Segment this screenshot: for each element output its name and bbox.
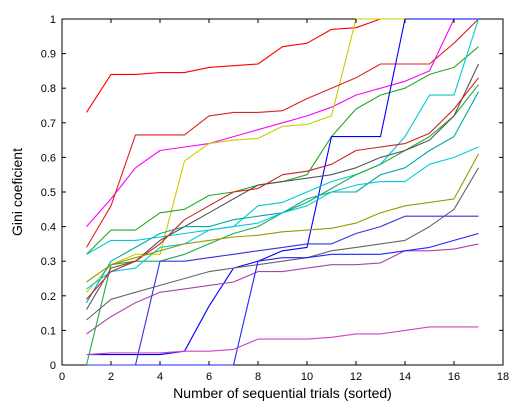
y-tick-label-4: 0.4	[41, 222, 56, 234]
series-line-12	[86, 77, 479, 300]
series-layer	[85, 18, 480, 366]
x-tick-label-6: 12	[350, 371, 362, 383]
y-tick-label-2: 0.2	[41, 291, 56, 303]
y-tick-label-1: 0.1	[41, 325, 56, 337]
y-tick-label-10: 1	[50, 14, 56, 26]
x-tick-label-3: 6	[206, 371, 212, 383]
y-tick-label-3: 0.3	[41, 256, 56, 268]
series-line-2	[86, 18, 479, 227]
y-tick-label-8: 0.8	[41, 83, 56, 95]
series-line-9	[86, 63, 479, 310]
series-line-16	[86, 232, 479, 366]
series-line-6	[86, 18, 479, 356]
y-axis-label: Gini coeficient	[9, 148, 25, 236]
x-tick-label-2: 4	[157, 371, 163, 383]
x-tick-label-4: 8	[255, 371, 261, 383]
x-tick-label-5: 10	[301, 371, 313, 383]
series-line-11	[86, 146, 479, 290]
x-tick-label-1: 2	[108, 371, 114, 383]
series-line-17	[86, 215, 479, 366]
y-tick-label-7: 0.7	[41, 118, 56, 130]
series-line-18	[86, 326, 479, 356]
y-tick-label-0: 0	[50, 360, 56, 372]
tick-layer: 0 2 4 6 8 10 12 14 16 18 0 0.1 0.2 0.3 0.4 0.5 0.6 0.7 0.8…	[41, 14, 509, 383]
x-tick-label-8: 16	[448, 371, 460, 383]
series-line-4	[86, 18, 479, 248]
y-tick-label-6: 0.6	[41, 152, 56, 164]
series-line-14	[86, 153, 479, 283]
x-tick-label-9: 18	[497, 371, 509, 383]
series-line-15	[86, 167, 479, 321]
x-tick-label-0: 0	[59, 371, 65, 383]
y-tick-label-5: 0.5	[41, 187, 56, 199]
plot-area-frame	[61, 18, 504, 366]
x-tick-label-7: 14	[399, 371, 411, 383]
x-axis-label: Number of sequential trials (sorted)	[173, 385, 392, 401]
y-tick-label-9: 0.9	[41, 49, 56, 61]
